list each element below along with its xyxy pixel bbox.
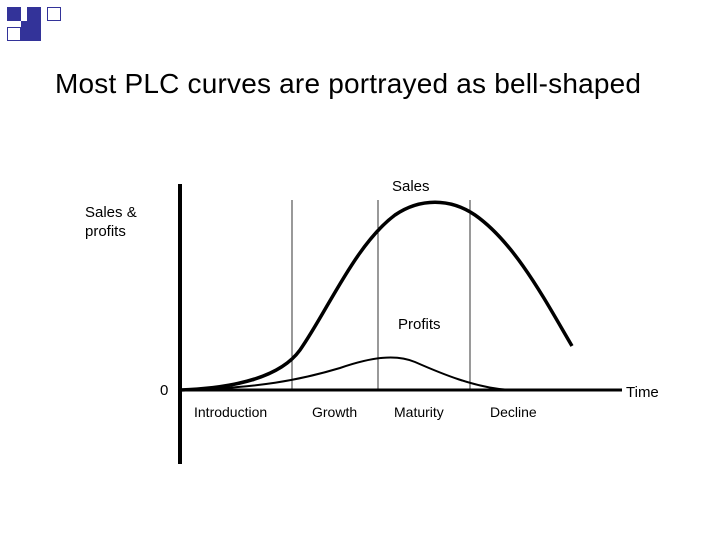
chart-svg (0, 0, 720, 540)
stage-label-growth: Growth (312, 404, 357, 420)
y-axis-label: Sales & profits (85, 204, 137, 242)
sales-label: Sales (392, 178, 430, 195)
x-axis-label: Time (626, 384, 659, 401)
profits-label: Profits (398, 316, 441, 333)
origin-label: 0 (160, 382, 168, 399)
sales-curve (180, 202, 572, 390)
stage-label-introduction: Introduction (194, 404, 267, 420)
stage-label-maturity: Maturity (394, 404, 444, 420)
stage-label-decline: Decline (490, 404, 537, 420)
